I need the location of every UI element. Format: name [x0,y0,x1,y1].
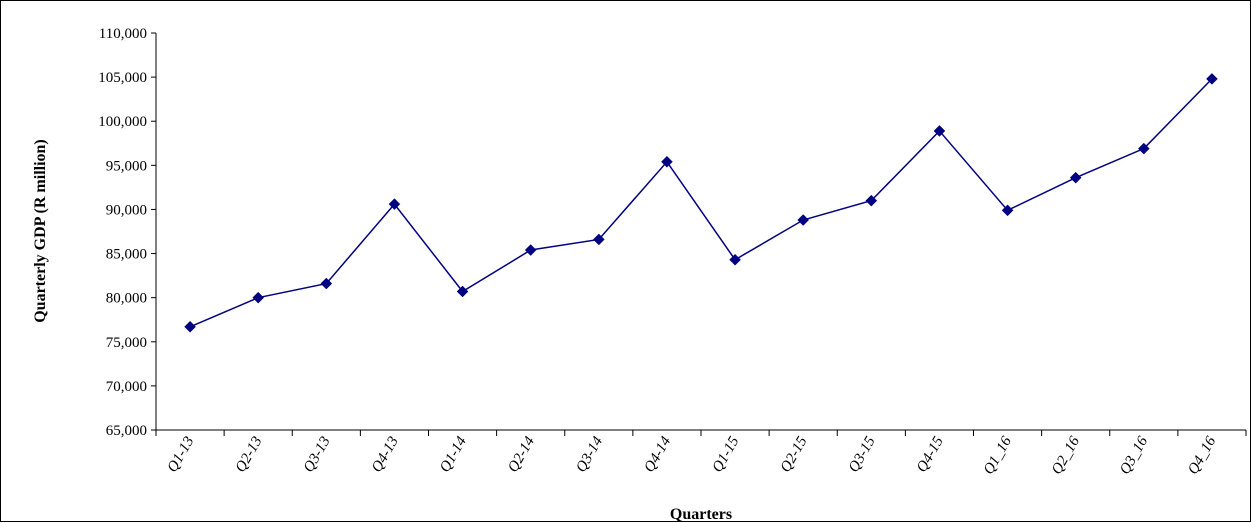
y-tick-label: 110,000 [99,26,147,42]
data-point [388,198,401,211]
data-point [729,253,741,266]
axes [155,33,1246,431]
data-point [661,155,673,168]
y-tick-label: 80,000 [106,291,147,307]
data-point [1069,171,1082,184]
data-point [252,291,265,304]
x-tick-label: Q4-14 [641,434,674,476]
y-tick-label: 95,000 [106,158,147,174]
data-point [865,194,878,207]
x-tick-label: Q2-14 [505,434,538,476]
data-point [456,285,469,298]
series-line [189,78,1213,328]
x-axis-ticks: Q1-13 Q2-13 Q3-13 Q4-13 Q1-14 Q2-14 Q3-14 Q4-14… [155,430,1247,478]
y-tick-label: 85,000 [106,247,147,263]
x-tick-label: Q4-15 [914,434,947,476]
data-point [933,125,946,137]
x-tick-label: Q1-14 [437,434,470,476]
y-axis-title: Quarterly GDP (R million) [32,139,49,323]
x-tick-label: Q2-15 [778,434,811,476]
y-tick-label: 65,000 [106,423,147,439]
data-point [184,320,196,333]
data-point [524,244,537,256]
x-tick-label: Q1-15 [710,434,743,476]
y-tick-label: 70,000 [106,379,147,395]
x-tick-label: Q2_16 [1049,434,1084,478]
data-point [797,214,810,226]
y-tick-label: 100,000 [98,114,147,130]
y-tick-label: 105,000 [98,70,147,86]
y-tick-label: 90,000 [106,202,147,218]
x-axis-title: Quarters [670,506,732,523]
x-tick-label: Q3-15 [846,434,879,476]
y-tick-label: 75,000 [106,335,147,351]
x-tick-label: Q3-13 [301,434,334,475]
y-axis-ticks: 65,000 70,000 75,000 80,000 85,000 90,000 95,0… [98,26,156,439]
data-point [1137,142,1150,155]
data-point [592,233,605,246]
x-tick-label: Q1-13 [165,434,198,475]
x-tick-label: Q4-13 [369,434,402,475]
data-point [1206,73,1218,85]
x-tick-label: Q3-14 [573,434,606,476]
x-tick-label: Q2-13 [233,434,266,475]
data-point [1001,204,1014,217]
x-tick-label: Q1_16 [981,434,1016,478]
series [184,73,1218,333]
x-tick-label: Q3_16 [1117,434,1152,478]
x-tick-label: Q4_16 [1185,434,1220,478]
data-point [320,277,333,290]
